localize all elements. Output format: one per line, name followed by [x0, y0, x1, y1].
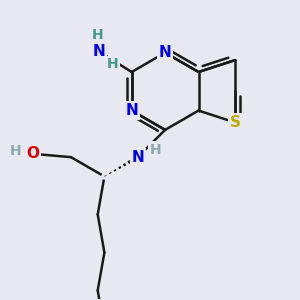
- Text: H: H: [92, 28, 103, 42]
- Text: H: H: [9, 144, 21, 158]
- Text: O: O: [26, 146, 39, 161]
- Text: H: H: [149, 143, 161, 157]
- Text: N: N: [159, 45, 172, 60]
- Text: N: N: [131, 150, 144, 165]
- Text: S: S: [230, 115, 241, 130]
- Text: N: N: [93, 44, 105, 59]
- Text: N: N: [125, 103, 138, 118]
- Text: H: H: [106, 57, 118, 71]
